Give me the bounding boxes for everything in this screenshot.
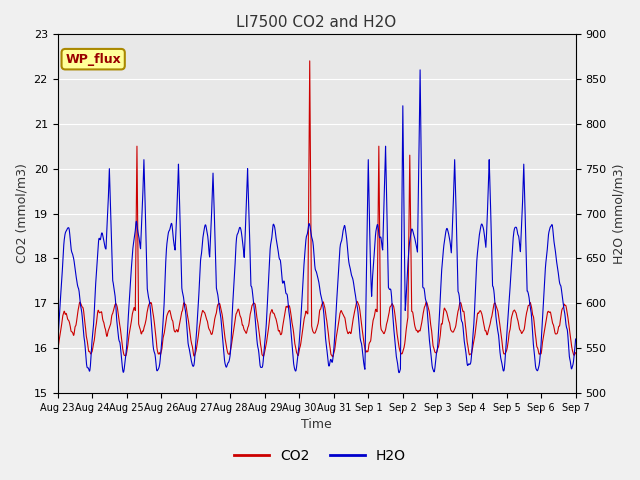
Y-axis label: H2O (mmol/m3): H2O (mmol/m3) [612,163,625,264]
Y-axis label: CO2 (mmol/m3): CO2 (mmol/m3) [15,164,28,264]
Text: WP_flux: WP_flux [65,53,121,66]
X-axis label: Time: Time [301,419,332,432]
Legend: CO2, H2O: CO2, H2O [228,443,412,468]
Title: LI7500 CO2 and H2O: LI7500 CO2 and H2O [236,15,397,30]
